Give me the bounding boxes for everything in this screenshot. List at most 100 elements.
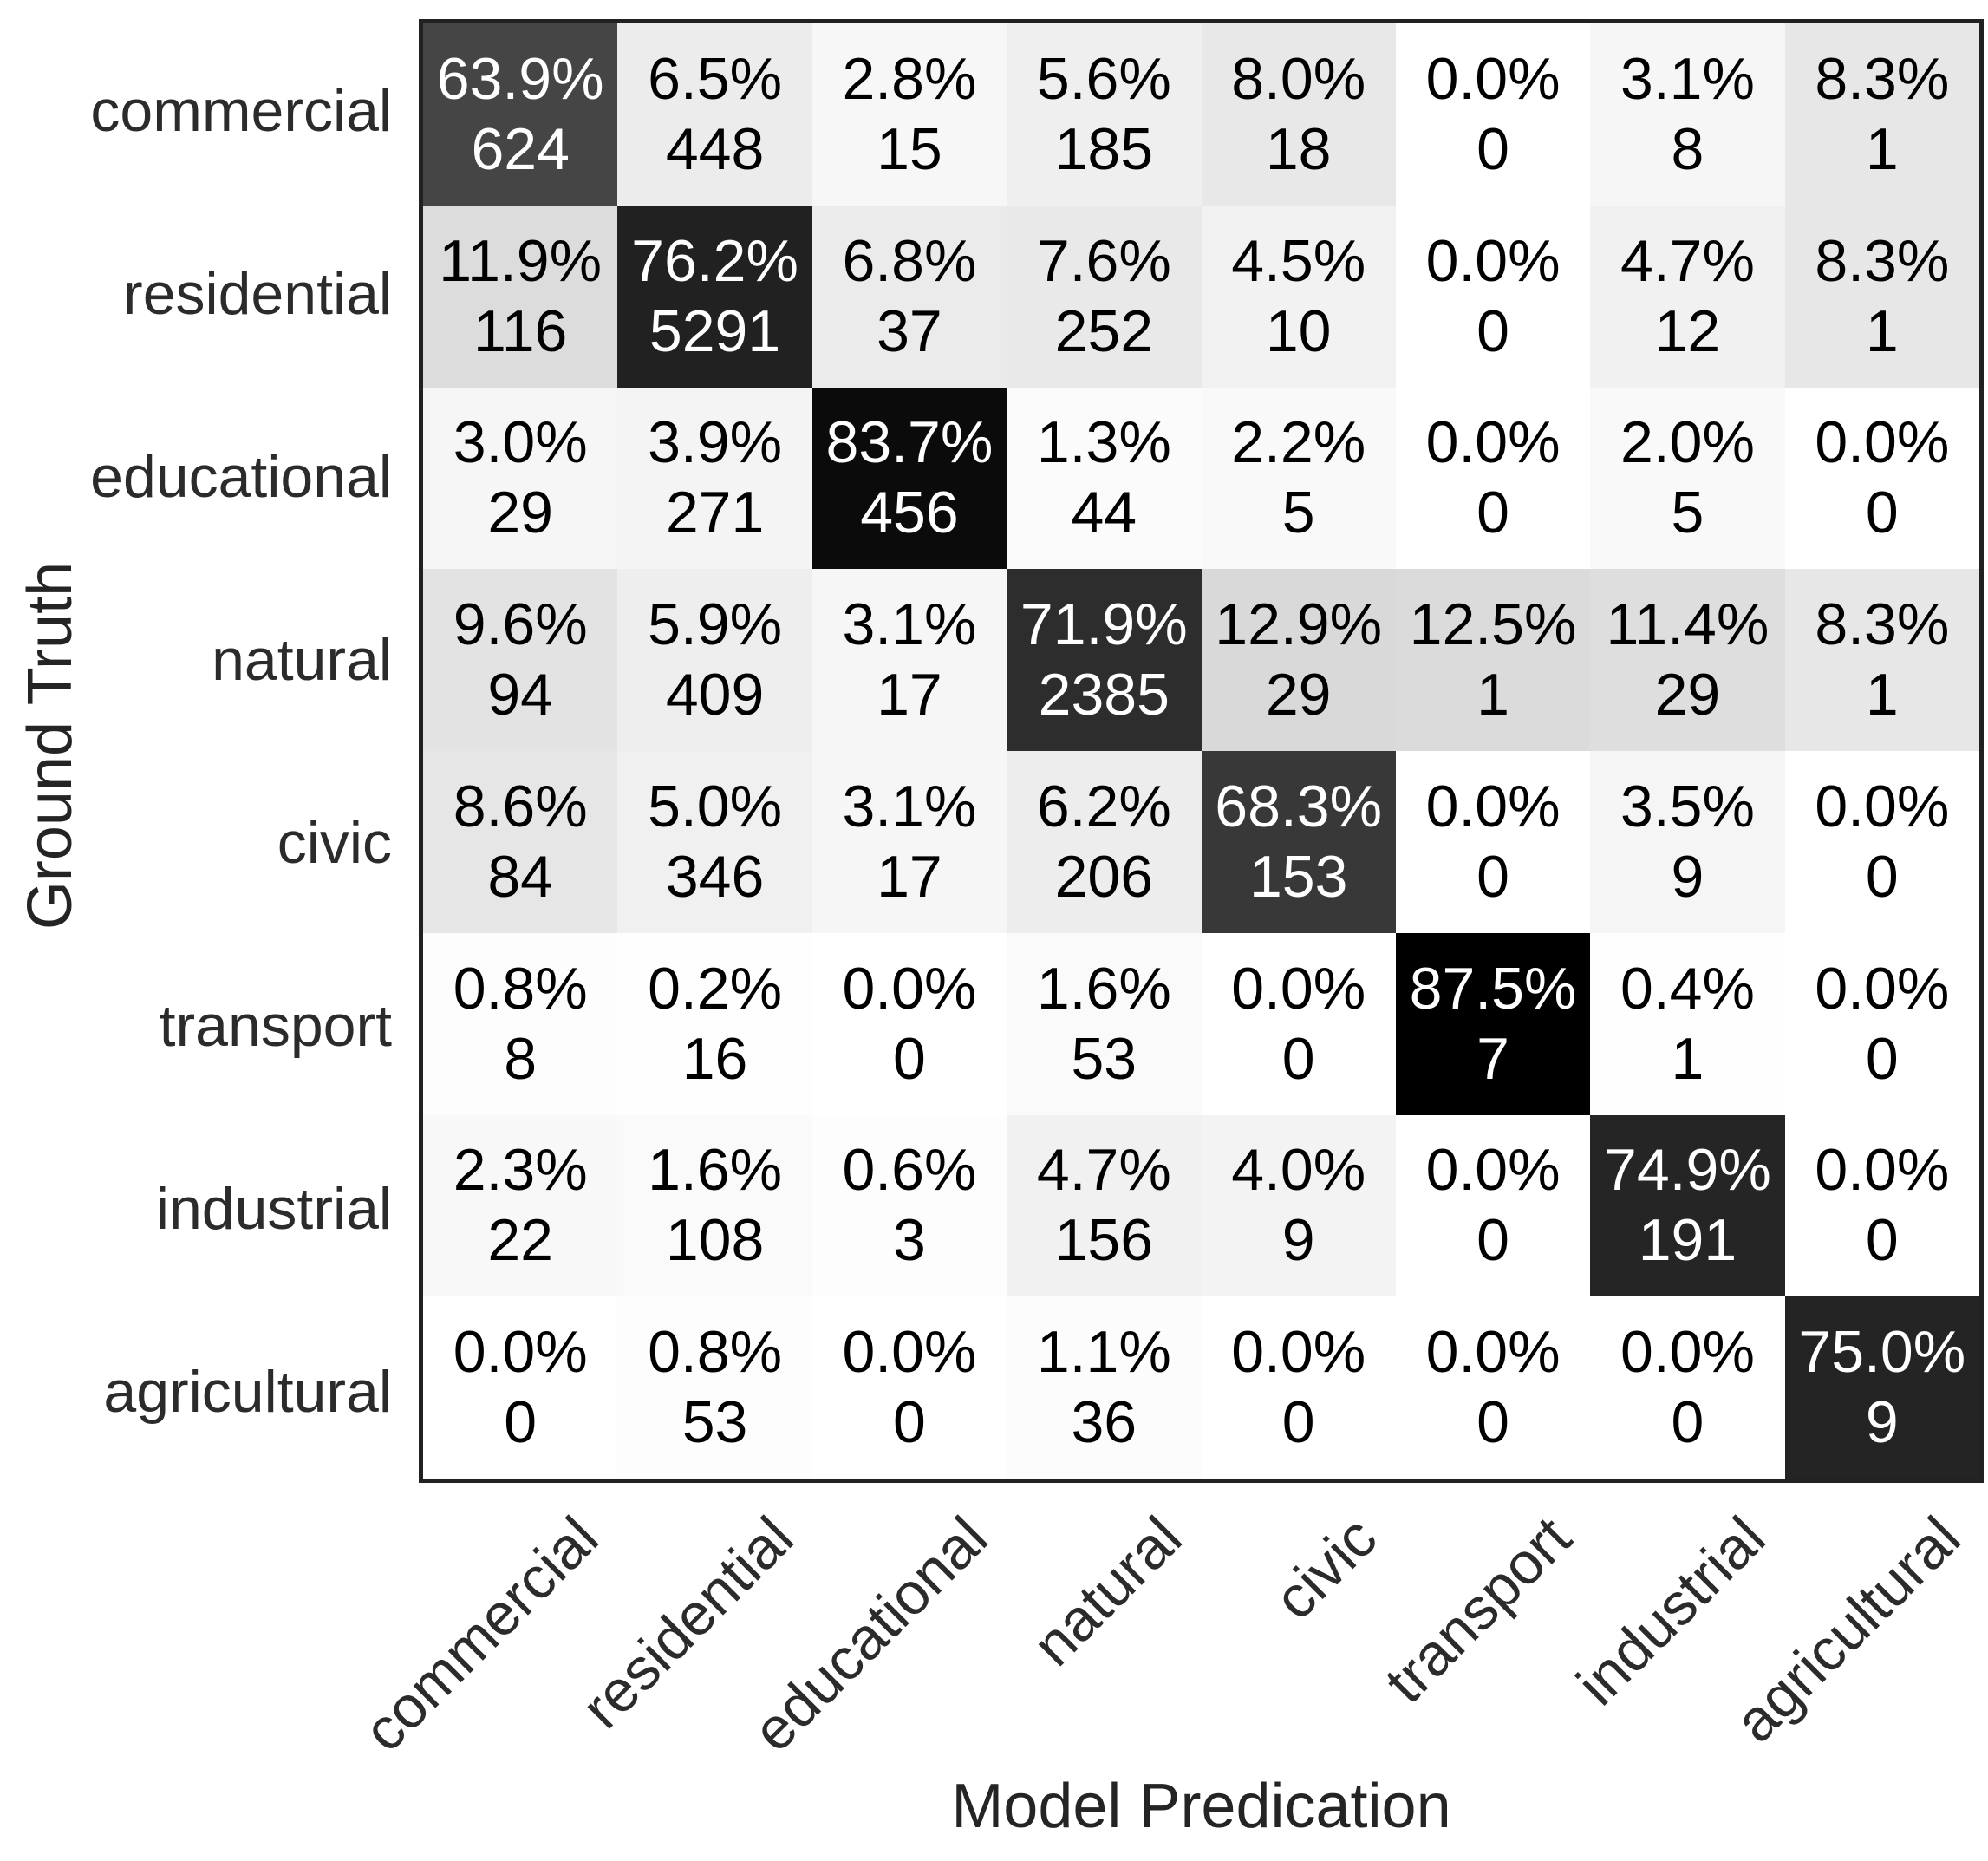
matrix-cell-industrial-transport: 0.0% 0 [1395, 1114, 1591, 1297]
cell-count: 206 [1054, 843, 1154, 910]
cell-count: 37 [877, 297, 942, 364]
cell-percent: 8.3% [1815, 591, 1950, 658]
cell-count: 0 [1281, 1025, 1315, 1092]
matrix-cell-civic-agricultural: 0.0% 0 [1784, 751, 1979, 933]
matrix-cell-educational-transport: 0.0% 0 [1395, 387, 1591, 570]
cell-count: 153 [1248, 843, 1348, 910]
cell-count: 5291 [649, 297, 781, 364]
cell-count: 0 [1476, 480, 1509, 546]
cell-percent: 0.4% [1620, 955, 1755, 1022]
matrix-cell-commercial-commercial: 63.9% 624 [423, 23, 618, 206]
y-tick-label-industrial: industrial [155, 1175, 392, 1242]
matrix-cell-industrial-agricultural: 0.0% 0 [1784, 1114, 1979, 1297]
cell-count: 0 [1671, 1389, 1704, 1456]
matrix-cell-commercial-civic: 8.0% 18 [1201, 23, 1396, 206]
cell-count: 18 [1265, 115, 1332, 182]
cell-percent: 76.2% [631, 227, 798, 294]
matrix-cell-commercial-educational: 2.8% 15 [811, 23, 1007, 206]
cell-count: 0 [1281, 1389, 1315, 1456]
cell-percent: 12.9% [1215, 591, 1383, 658]
matrix-cell-transport-educational: 0.0% 0 [811, 932, 1007, 1115]
matrix-cell-transport-natural: 1.6% 53 [1007, 932, 1202, 1115]
cell-percent: 5.0% [648, 773, 783, 839]
cell-percent: 0.0% [842, 955, 977, 1022]
y-tick-label-commercial: commercial [90, 77, 392, 144]
matrix-cell-residential-educational: 6.8% 37 [811, 205, 1007, 388]
y-tick-label-transport: transport [159, 992, 392, 1059]
cell-percent: 6.5% [648, 45, 783, 112]
cell-percent: 4.7% [1620, 227, 1755, 294]
cell-count: 15 [877, 115, 942, 182]
cell-percent: 3.1% [842, 773, 977, 839]
matrix-cell-commercial-transport: 0.0% 0 [1395, 23, 1591, 206]
cell-count: 271 [665, 480, 765, 546]
cell-count: 0 [1865, 1207, 1899, 1274]
cell-count: 108 [665, 1207, 765, 1274]
matrix-cell-residential-industrial: 4.7% 12 [1590, 205, 1785, 388]
cell-count: 8 [504, 1025, 538, 1092]
matrix-cell-educational-civic: 2.2% 5 [1201, 387, 1396, 570]
cell-percent: 2.3% [453, 1137, 588, 1204]
cell-percent: 1.3% [1036, 409, 1171, 476]
cell-percent: 0.0% [1425, 409, 1561, 476]
cell-count: 22 [487, 1207, 553, 1274]
cell-count: 9 [1865, 1389, 1899, 1456]
cell-percent: 0.0% [453, 1319, 588, 1386]
cell-percent: 3.1% [842, 591, 977, 658]
cell-percent: 71.9% [1020, 591, 1188, 658]
matrix-grid: 63.9% 624 6.5% 448 2.8% 15 5.6% 185 8.0% 18 0.0% 0 3… [419, 19, 1984, 1483]
matrix-cell-industrial-civic: 4.0% 9 [1201, 1114, 1396, 1297]
cell-percent: 74.9% [1604, 1137, 1771, 1204]
y-tick-label-educational: educational [90, 443, 392, 510]
cell-percent: 0.0% [1425, 1319, 1561, 1386]
cell-percent: 75.0% [1798, 1319, 1966, 1386]
cell-count: 0 [893, 1389, 926, 1456]
cell-percent: 3.1% [1620, 45, 1755, 112]
cell-count: 0 [1865, 480, 1899, 546]
matrix-cell-agricultural-industrial: 0.0% 0 [1590, 1296, 1785, 1479]
cell-count: 0 [1476, 115, 1509, 182]
cell-percent: 0.6% [842, 1137, 977, 1204]
matrix-cell-natural-civic: 12.9% 29 [1201, 569, 1396, 751]
cell-count: 191 [1638, 1207, 1737, 1274]
cell-percent: 2.2% [1231, 409, 1366, 476]
cell-count: 10 [1265, 297, 1332, 364]
matrix-cell-natural-educational: 3.1% 17 [811, 569, 1007, 751]
matrix-cell-transport-residential: 0.2% 16 [617, 932, 812, 1115]
y-tick-label-residential: residential [123, 260, 392, 327]
matrix-cell-civic-transport: 0.0% 0 [1395, 751, 1591, 933]
matrix-cell-residential-agricultural: 8.3% 1 [1784, 205, 1979, 388]
matrix-cell-natural-natural: 71.9% 2385 [1007, 569, 1202, 751]
cell-count: 9 [1671, 843, 1704, 910]
cell-percent: 6.2% [1036, 773, 1171, 839]
matrix-cell-agricultural-civic: 0.0% 0 [1201, 1296, 1396, 1479]
matrix-cell-natural-transport: 12.5% 1 [1395, 569, 1591, 751]
y-tick-label-natural: natural [212, 626, 392, 693]
cell-percent: 8.3% [1815, 227, 1950, 294]
cell-percent: 0.0% [1425, 45, 1561, 112]
cell-count: 16 [681, 1025, 748, 1092]
cell-count: 448 [665, 115, 765, 182]
matrix-cell-natural-industrial: 11.4% 29 [1590, 569, 1785, 751]
cell-count: 12 [1654, 297, 1721, 364]
cell-percent: 87.5% [1409, 955, 1577, 1022]
cell-percent: 4.5% [1231, 227, 1366, 294]
cell-percent: 8.3% [1815, 45, 1950, 112]
cell-count: 1 [1865, 297, 1899, 364]
matrix-cell-civic-educational: 3.1% 17 [811, 751, 1007, 933]
cell-count: 94 [487, 662, 553, 728]
cell-percent: 0.0% [1815, 773, 1950, 839]
matrix-cell-civic-residential: 5.0% 346 [617, 751, 812, 933]
cell-percent: 4.7% [1036, 1137, 1171, 1204]
cell-count: 44 [1071, 480, 1137, 546]
cell-percent: 1.1% [1036, 1319, 1171, 1386]
cell-count: 17 [877, 843, 942, 910]
matrix-cell-transport-civic: 0.0% 0 [1201, 932, 1396, 1115]
matrix-cell-civic-industrial: 3.5% 9 [1590, 751, 1785, 933]
matrix-cell-residential-civic: 4.5% 10 [1201, 205, 1396, 388]
cell-count: 624 [471, 115, 570, 182]
cell-count: 0 [1476, 297, 1509, 364]
cell-count: 0 [504, 1389, 538, 1456]
matrix-cell-commercial-industrial: 3.1% 8 [1590, 23, 1785, 206]
